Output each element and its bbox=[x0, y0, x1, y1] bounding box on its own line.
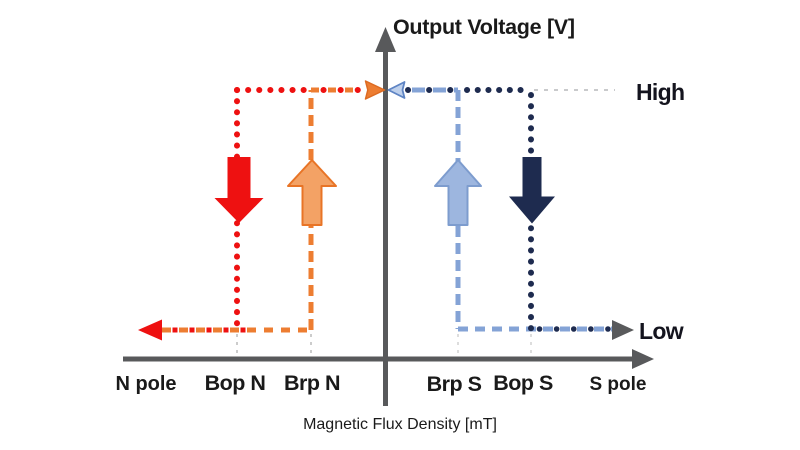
svg-text:Bop S: Bop S bbox=[493, 371, 553, 395]
svg-text:Brp S: Brp S bbox=[427, 372, 482, 396]
svg-text:Brp N: Brp N bbox=[284, 371, 340, 395]
svg-text:High: High bbox=[636, 79, 684, 105]
svg-text:Magnetic Flux Density [mT]: Magnetic Flux Density [mT] bbox=[303, 416, 497, 433]
svg-text:N pole: N pole bbox=[115, 373, 176, 395]
svg-text:Bop N: Bop N bbox=[205, 371, 266, 395]
svg-text:Low: Low bbox=[639, 318, 684, 344]
svg-text:Output Voltage [V]: Output Voltage [V] bbox=[393, 15, 575, 39]
svg-text:S pole: S pole bbox=[589, 374, 646, 395]
